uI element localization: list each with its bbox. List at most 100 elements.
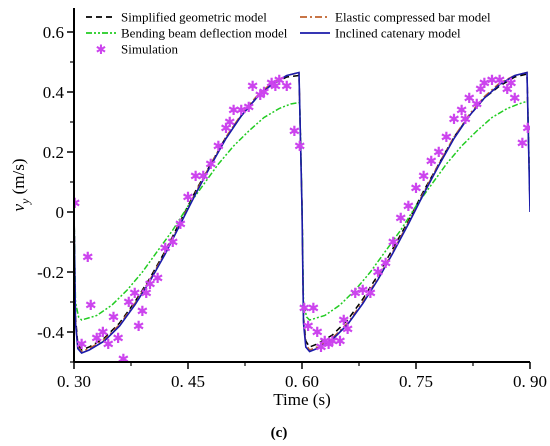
x-tick-label: 0. 60 <box>285 372 319 391</box>
simulation-marker: ✱ <box>235 103 247 119</box>
y-axis-title-sub: y <box>18 198 32 205</box>
simulation-marker: ✱ <box>133 319 145 335</box>
simulation-marker: ✱ <box>69 196 81 212</box>
simulation-marker: ✱ <box>112 331 124 347</box>
simulation-marker: ✱ <box>228 103 240 119</box>
simulation-marker: ✱ <box>311 325 323 341</box>
legend-label: Inclined catenary model <box>335 26 461 41</box>
legend-marker: ✱ <box>96 43 107 58</box>
simulation-marker: ✱ <box>323 337 335 353</box>
y-tick-label: -0.4 <box>37 323 64 342</box>
legend-label: Simulation <box>121 42 179 57</box>
simulation-marker: ✱ <box>220 121 232 137</box>
simulation-marker: ✱ <box>319 334 331 350</box>
simulation-marker: ✱ <box>205 157 217 173</box>
simulation-marker: ✱ <box>460 112 472 128</box>
simulation-marker: ✱ <box>509 91 521 107</box>
simulation-marker: ✱ <box>82 250 94 266</box>
simulation-marker: ✱ <box>175 217 187 233</box>
y-tick-label: 0.2 <box>43 143 64 162</box>
simulation-marker: ✱ <box>258 85 270 101</box>
figure-caption: (c) <box>271 425 288 441</box>
simulation-marker: ✱ <box>334 334 346 350</box>
y-axis-title-base: v <box>9 204 28 212</box>
simulation-marker: ✱ <box>308 301 320 317</box>
x-tick-label: 0. 30 <box>57 372 91 391</box>
simulation-marker: ✱ <box>441 130 453 146</box>
simulation-marker: ✱ <box>197 169 209 185</box>
simulation-marker: ✱ <box>479 76 491 92</box>
series-layer: ✱✱✱✱✱✱✱✱✱✱✱✱✱✱✱✱✱✱✱✱✱✱✱✱✱✱✱✱✱✱✱✱✱✱✱✱✱✱✱✱… <box>69 71 530 368</box>
y-tick-label: 0.4 <box>43 83 65 102</box>
simulation-marker: ✱ <box>273 73 285 89</box>
x-axis-title: Time (s) <box>273 390 330 409</box>
simulation-marker: ✱ <box>342 322 354 338</box>
legend-label: Elastic compressed bar model <box>335 10 491 25</box>
simulation-marker: ✱ <box>501 82 513 98</box>
simulation-marker: ✱ <box>97 325 109 341</box>
simulation-marker: ✱ <box>425 154 437 170</box>
simulation-marker: ✱ <box>365 286 377 302</box>
simulation-marker: ✱ <box>372 265 384 281</box>
simulation-marker: ✱ <box>471 97 483 113</box>
simulation-marker: ✱ <box>403 199 415 215</box>
simulation-marker: ✱ <box>102 337 114 353</box>
y-axis-title: vy (m/s) <box>9 158 32 211</box>
simulation-marker: ✱ <box>463 91 475 107</box>
x-tick-label: 0. 90 <box>513 372 547 391</box>
simulation-marker: ✱ <box>91 331 103 347</box>
simulation-marker: ✱ <box>190 169 202 185</box>
simulation-marker: ✱ <box>182 190 194 206</box>
simulation-marker: ✱ <box>243 100 255 116</box>
simulation-marker: ✱ <box>433 145 445 161</box>
simulation-marker: ✱ <box>270 79 282 95</box>
simulation-marker: ✱ <box>315 340 327 356</box>
simulation-marker: ✱ <box>118 352 130 368</box>
legend: Simplified geometric model Elastic compre… <box>86 10 491 58</box>
simulation-marker: ✱ <box>395 211 407 227</box>
simulation-marker: ✱ <box>224 115 236 131</box>
simulation-marker: ✱ <box>380 256 392 272</box>
simulation-marker: ✱ <box>494 73 506 89</box>
simulation-marker: ✱ <box>129 286 141 302</box>
simulation-marker: ✱ <box>254 88 266 104</box>
simulation-marker: ✱ <box>144 277 156 293</box>
simulation-marker: ✱ <box>167 235 179 251</box>
simulation-marker: ✱ <box>349 286 361 302</box>
simulation-marker: ✱ <box>289 124 301 140</box>
legend-label: Simplified geometric model <box>121 10 267 25</box>
simulation-marker: ✱ <box>123 295 135 311</box>
simulation-marker: ✱ <box>448 112 460 128</box>
y-tick-label: 0.6 <box>43 23 64 42</box>
axes-layer: 0. 30 0. 45 0. 60 0. 75 0. 90 -0.4 -0.2 0 0.2 0.4… <box>37 8 547 391</box>
simulation-marker: ✱ <box>456 103 468 119</box>
series-line-4 <box>74 71 530 354</box>
x-tick-label: 0. 75 <box>399 372 433 391</box>
simulation-marker: ✱ <box>486 73 498 89</box>
simulation-marker: ✱ <box>338 313 350 329</box>
simulation-marker: ✱ <box>247 79 259 95</box>
simulation-marker: ✱ <box>137 304 149 320</box>
x-tick-label: 0. 45 <box>171 372 205 391</box>
simulation-marker: ✱ <box>387 235 399 251</box>
series-line-2 <box>74 71 530 353</box>
simulation-marker: ✱ <box>410 181 422 197</box>
simulation-marker: ✱ <box>294 139 306 155</box>
simulation-marker: ✱ <box>505 76 517 92</box>
legend-label: Bending beam deflection model <box>121 26 288 41</box>
simulation-marker: ✱ <box>213 139 225 155</box>
simulation-marker: ✱ <box>298 301 310 317</box>
simulation-marker: ✱ <box>327 334 339 350</box>
y-tick-label: 0 <box>56 203 65 222</box>
simulation-marker: ✱ <box>159 241 171 257</box>
simulation-marker: ✱ <box>76 337 88 353</box>
simulation-marker: ✱ <box>517 136 529 152</box>
simulation-marker: ✱ <box>140 286 152 302</box>
simulation-marker: ✱ <box>152 271 164 287</box>
y-axis-title-rest: (m/s) <box>9 158 28 198</box>
simulation-marker: ✱ <box>418 169 430 185</box>
y-tick-label: -0.2 <box>37 263 64 282</box>
simulation-marker: ✱ <box>475 82 487 98</box>
